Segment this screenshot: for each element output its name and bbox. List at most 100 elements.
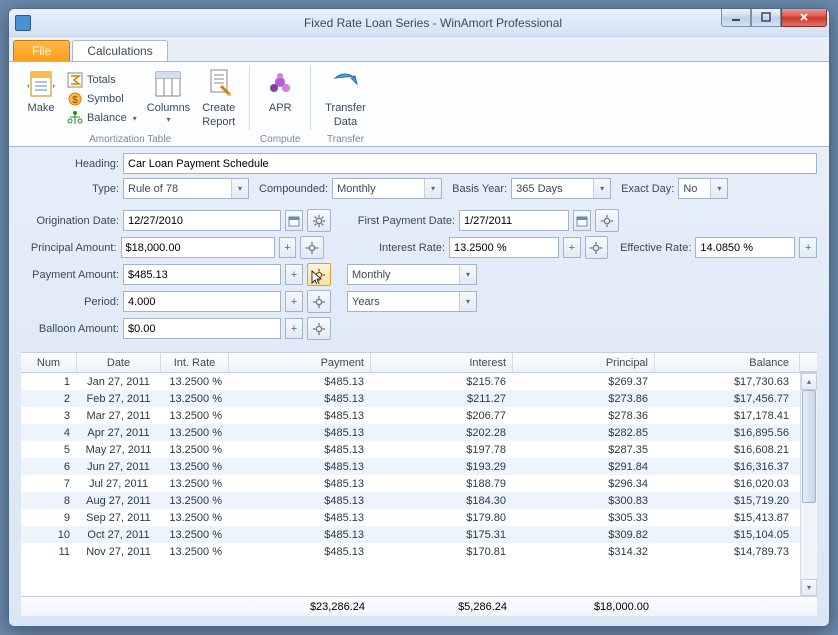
totals-button[interactable]: Totals bbox=[63, 71, 141, 89]
balloon-label: Balloon Amount: bbox=[21, 323, 119, 335]
make-button[interactable]: Make bbox=[19, 66, 63, 132]
plus-button[interactable]: + bbox=[799, 237, 817, 258]
svg-text:$: $ bbox=[72, 95, 78, 106]
compounded-label: Compounded: bbox=[259, 183, 328, 195]
app-icon bbox=[15, 15, 31, 31]
plus-button[interactable]: + bbox=[285, 264, 303, 285]
amortization-grid: Num Date Int. Rate Payment Interest Prin… bbox=[21, 352, 817, 616]
col-rate[interactable]: Int. Rate bbox=[161, 353, 229, 372]
window-title: Fixed Rate Loan Series - WinAmort Profes… bbox=[37, 16, 829, 30]
chevron-down-icon: ▾ bbox=[424, 179, 441, 198]
group-compute: APR bbox=[252, 64, 308, 132]
balance-dropdown[interactable]: Balance bbox=[63, 109, 141, 127]
scroll-up-button[interactable]: ▴ bbox=[801, 373, 817, 390]
ribbon: Make Totals $Symbol Balance Columns Crea… bbox=[9, 61, 829, 147]
payfreq-combo[interactable]: Monthly▾ bbox=[347, 264, 477, 285]
cursor-icon bbox=[311, 270, 325, 284]
principal-input[interactable] bbox=[121, 237, 275, 258]
balance-icon bbox=[67, 110, 83, 126]
calendar-button[interactable] bbox=[573, 210, 591, 231]
plus-button[interactable]: + bbox=[285, 318, 303, 339]
table-row[interactable]: 9Sep 27, 201113.2500 %$485.13$179.80$305… bbox=[21, 509, 800, 526]
create-report-icon bbox=[203, 68, 235, 100]
payment-label: Payment Amount: bbox=[21, 269, 119, 281]
table-row[interactable]: 11Nov 27, 201113.2500 %$485.13$170.81$31… bbox=[21, 543, 800, 560]
heading-label: Heading: bbox=[21, 158, 119, 170]
scroll-thumb[interactable] bbox=[802, 390, 816, 503]
chevron-down-icon: ▾ bbox=[593, 179, 610, 198]
close-button[interactable] bbox=[781, 8, 827, 27]
total-payment: $23,286.24 bbox=[229, 597, 371, 616]
col-num[interactable]: Num bbox=[21, 353, 77, 372]
table-row[interactable]: 4Apr 27, 201113.2500 %$485.13$202.28$282… bbox=[21, 424, 800, 441]
chevron-down-icon: ▾ bbox=[459, 265, 476, 284]
plus-button[interactable]: + bbox=[563, 237, 581, 258]
col-payment[interactable]: Payment bbox=[229, 353, 371, 372]
table-row[interactable]: 6Jun 27, 201113.2500 %$485.13$193.29$291… bbox=[21, 458, 800, 475]
table-row[interactable]: 7Jul 27, 201113.2500 %$485.13$188.79$296… bbox=[21, 475, 800, 492]
ribbon-tabs: File Calculations bbox=[9, 37, 829, 61]
table-row[interactable]: 1Jan 27, 201113.2500 %$485.13$215.76$269… bbox=[21, 373, 800, 390]
table-row[interactable]: 5May 27, 201113.2500 %$485.13$197.78$287… bbox=[21, 441, 800, 458]
gear-button[interactable] bbox=[307, 317, 331, 340]
create-report-button[interactable]: Create Report bbox=[196, 66, 241, 132]
gear-button[interactable] bbox=[307, 290, 331, 313]
basis-combo[interactable]: 365 Days▾ bbox=[511, 178, 611, 199]
total-principal: $18,000.00 bbox=[513, 597, 655, 616]
symbol-button[interactable]: $Symbol bbox=[63, 90, 141, 108]
plus-button[interactable]: + bbox=[279, 237, 297, 258]
make-icon bbox=[25, 68, 57, 100]
group-amortization-table: Make Totals $Symbol Balance Columns Crea… bbox=[13, 64, 247, 132]
apr-button[interactable]: APR bbox=[258, 66, 302, 132]
table-row[interactable]: 3Mar 27, 201113.2500 %$485.13$206.77$278… bbox=[21, 407, 800, 424]
col-balance[interactable]: Balance bbox=[655, 353, 800, 372]
table-row[interactable]: 8Aug 27, 201113.2500 %$485.13$184.30$300… bbox=[21, 492, 800, 509]
scroll-track[interactable] bbox=[801, 390, 817, 579]
gear-button[interactable] bbox=[585, 236, 608, 259]
orig-label: Origination Date: bbox=[21, 215, 119, 227]
balloon-input[interactable] bbox=[123, 318, 281, 339]
tab-calculations[interactable]: Calculations bbox=[72, 40, 167, 61]
minimize-button[interactable] bbox=[721, 8, 751, 27]
exact-combo[interactable]: No▾ bbox=[678, 178, 728, 199]
gear-button[interactable] bbox=[300, 236, 323, 259]
period-unit-combo[interactable]: Years▾ bbox=[347, 291, 477, 312]
chevron-down-icon: ▾ bbox=[231, 179, 248, 198]
period-label: Period: bbox=[21, 296, 119, 308]
col-principal[interactable]: Principal bbox=[513, 353, 655, 372]
firstpay-label: First Payment Date: bbox=[343, 215, 455, 227]
table-row[interactable]: 10Oct 27, 201113.2500 %$485.13$175.31$30… bbox=[21, 526, 800, 543]
scroll-down-button[interactable]: ▾ bbox=[801, 579, 817, 596]
col-interest[interactable]: Interest bbox=[371, 353, 513, 372]
transfer-data-button[interactable]: Transfer Data bbox=[319, 66, 372, 132]
intrate-input[interactable] bbox=[449, 237, 559, 258]
firstpay-input[interactable] bbox=[459, 210, 569, 231]
titlebar[interactable]: Fixed Rate Loan Series - WinAmort Profes… bbox=[9, 9, 829, 37]
symbol-icon: $ bbox=[67, 91, 83, 107]
gear-button[interactable] bbox=[595, 209, 619, 232]
principal-label: Principal Amount: bbox=[21, 242, 117, 254]
gear-button[interactable] bbox=[307, 209, 331, 232]
maximize-button[interactable] bbox=[751, 8, 781, 27]
columns-dropdown[interactable]: Columns bbox=[141, 66, 196, 132]
effrate-input[interactable] bbox=[695, 237, 795, 258]
columns-icon bbox=[152, 68, 184, 100]
vertical-scrollbar[interactable]: ▴ ▾ bbox=[800, 373, 817, 596]
period-input[interactable] bbox=[123, 291, 281, 312]
grid-body[interactable]: 1Jan 27, 201113.2500 %$485.13$215.76$269… bbox=[21, 373, 800, 596]
table-row[interactable]: 2Feb 27, 201113.2500 %$485.13$211.27$273… bbox=[21, 390, 800, 407]
orig-date-input[interactable] bbox=[123, 210, 281, 231]
plus-button[interactable]: + bbox=[285, 291, 303, 312]
heading-input[interactable] bbox=[123, 153, 817, 174]
group-transfer: Transfer Data bbox=[313, 64, 378, 132]
type-label: Type: bbox=[21, 183, 119, 195]
chevron-down-icon: ▾ bbox=[459, 292, 476, 311]
col-date[interactable]: Date bbox=[77, 353, 161, 372]
transfer-icon bbox=[329, 68, 361, 100]
gear-button-active[interactable] bbox=[307, 263, 331, 286]
compounded-combo[interactable]: Monthly▾ bbox=[332, 178, 442, 199]
type-combo[interactable]: Rule of 78▾ bbox=[123, 178, 249, 199]
calendar-button[interactable] bbox=[285, 210, 303, 231]
payment-input[interactable] bbox=[123, 264, 281, 285]
tab-file[interactable]: File bbox=[13, 40, 70, 61]
